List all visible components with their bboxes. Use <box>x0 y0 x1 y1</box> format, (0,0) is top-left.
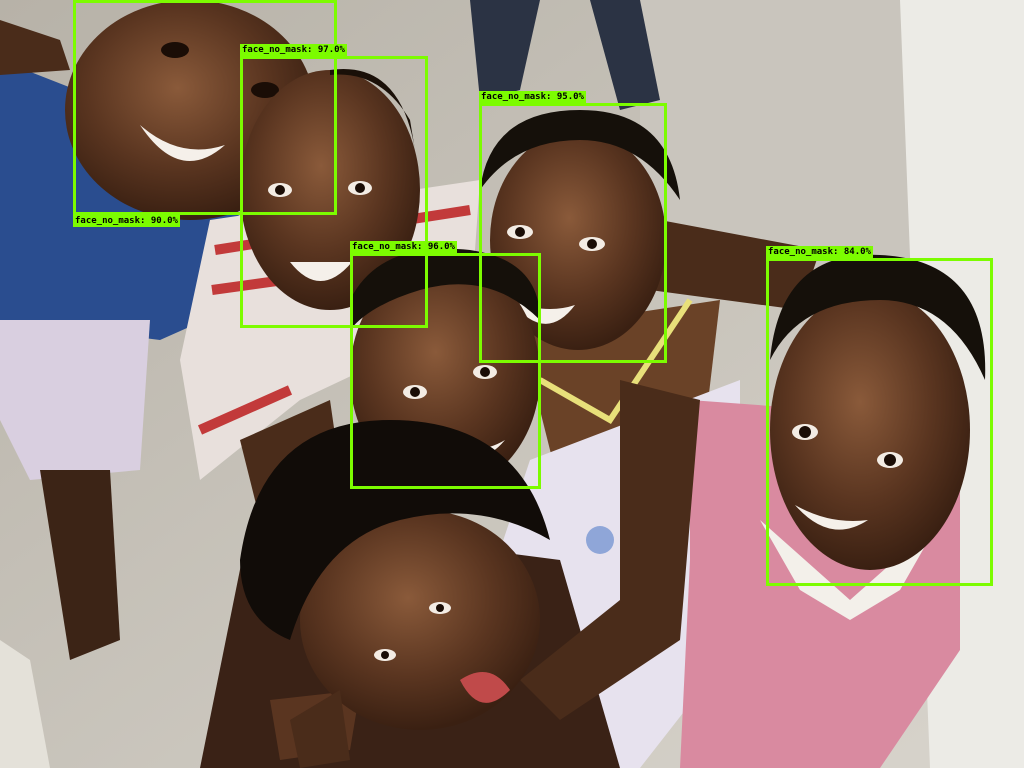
detection-label: face_no_mask: 90.0% <box>73 215 180 227</box>
detection-label: face_no_mask: 97.0% <box>240 44 347 56</box>
face-detection-box: face_no_mask: 97.0% <box>240 44 428 328</box>
face-detection-box: face_no_mask: 90.0% <box>73 0 337 227</box>
face-detection-box: face_no_mask: 95.0% <box>479 91 667 363</box>
face-detection-box: face_no_mask: 96.0% <box>350 241 541 489</box>
face-detection-box: face_no_mask: 84.0% <box>766 246 993 586</box>
detection-label: face_no_mask: 84.0% <box>766 246 873 258</box>
detection-label: face_no_mask: 95.0% <box>479 91 586 103</box>
detection-label: face_no_mask: 96.0% <box>350 241 457 253</box>
